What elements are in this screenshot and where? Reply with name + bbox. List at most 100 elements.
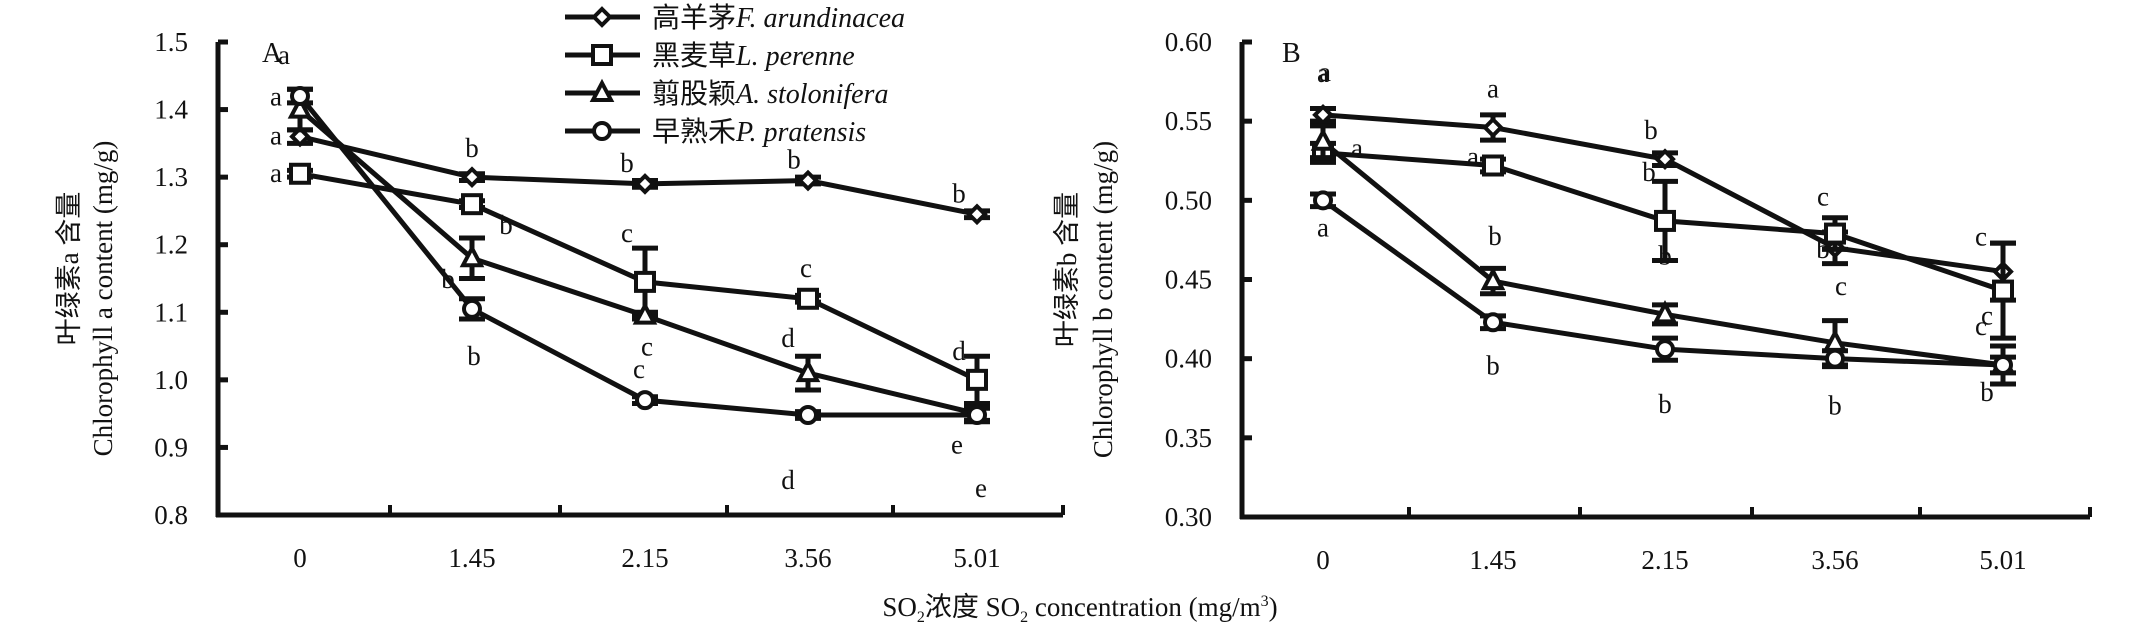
significance-letter: c bbox=[1835, 271, 1847, 301]
data-point-square bbox=[1654, 209, 1676, 232]
data-point-triangle bbox=[459, 243, 485, 268]
significance-letter: a bbox=[1351, 133, 1363, 163]
significance-letter: b bbox=[467, 341, 481, 371]
series-diamond: a b b b b bbox=[270, 121, 990, 226]
data-point-circle bbox=[1483, 312, 1503, 333]
data-point-triangle bbox=[1652, 300, 1678, 324]
significance-letter: d bbox=[952, 336, 966, 366]
data-point-square bbox=[1992, 279, 2014, 302]
x-tick-label: 2.15 bbox=[621, 543, 668, 573]
significance-letter: a bbox=[1319, 57, 1331, 87]
data-point-circle bbox=[1993, 355, 2013, 375]
data-point-diamond bbox=[1654, 148, 1676, 170]
series-circle: a b c d e bbox=[278, 40, 990, 503]
significance-letter: b bbox=[1486, 350, 1500, 380]
y-tick-label: 0.50 bbox=[1165, 185, 1212, 215]
series-circle: a b b b b bbox=[1310, 190, 2016, 421]
y-axis-title-cn: 叶绿素a 含量 bbox=[54, 192, 84, 346]
data-point-circle bbox=[1313, 190, 1333, 211]
panel-b: 0.30 0.35 0.40 0.45 0.50 0.55 0.60 0 1.45 2.15 3.5… bbox=[1052, 27, 2092, 575]
legend-label: 高羊茅F. arundinacea bbox=[652, 2, 905, 34]
significance-letter: c bbox=[1981, 301, 1993, 331]
series-square: ab ccd bbox=[270, 158, 990, 407]
significance-letter: b bbox=[1642, 157, 1656, 187]
significance-letter: a bbox=[1467, 142, 1479, 172]
significance-letter: c bbox=[800, 253, 812, 283]
significance-letter: b bbox=[620, 148, 634, 178]
significance-letter: b bbox=[499, 210, 513, 240]
legend-item: 早熟禾P. pratensis bbox=[565, 116, 866, 148]
y-tick-label: 1.3 bbox=[154, 162, 188, 192]
panel-label: A bbox=[262, 38, 283, 69]
significance-letter: e bbox=[951, 430, 963, 460]
y-tick-label: 1.1 bbox=[154, 297, 188, 327]
significance-letter: b bbox=[1644, 115, 1658, 145]
significance-letter: c bbox=[641, 332, 653, 362]
legend-label-cn: 高羊茅 bbox=[652, 2, 736, 34]
legend-item: 翦股颖A. stolonifera bbox=[565, 78, 888, 110]
data-point-square bbox=[1482, 154, 1504, 177]
significance-letter: b bbox=[465, 133, 479, 163]
data-point-diamond bbox=[289, 125, 311, 148]
significance-letter: c bbox=[633, 354, 645, 384]
legend-item: 高羊茅F. arundinacea bbox=[565, 2, 905, 34]
significance-letter: a bbox=[278, 40, 290, 70]
legend-label-latin: L. perenne bbox=[735, 41, 855, 72]
x-tick-label: 3.56 bbox=[784, 543, 831, 573]
significance-letter: a bbox=[270, 82, 282, 112]
data-point-diamond bbox=[1482, 116, 1504, 139]
significance-letter: e bbox=[975, 473, 987, 503]
legend: 高羊茅F. arundinacea 黑麦草L. perenne 翦股颖A. stol… bbox=[565, 2, 905, 148]
significance-letter: a bbox=[1317, 212, 1329, 242]
y-axis-title-en: Chlorophyll a content (mg/g) bbox=[88, 141, 118, 457]
x-tick-label: 1.45 bbox=[1469, 545, 1516, 575]
data-point-triangle bbox=[632, 301, 658, 325]
data-point-square bbox=[797, 287, 819, 310]
series-triangle: a b c d e bbox=[270, 82, 990, 460]
legend-label-cn: 翦股颖 bbox=[652, 78, 736, 110]
data-point-circle bbox=[1825, 348, 1845, 369]
legend-label: 早熟禾P. pratensis bbox=[652, 116, 866, 148]
data-point-square bbox=[966, 368, 988, 391]
significance-letter: a bbox=[270, 121, 282, 151]
legend-label-latin: P. pratensis bbox=[735, 117, 866, 148]
data-point-circle bbox=[462, 298, 482, 319]
significance-letter: d bbox=[781, 323, 795, 353]
y-tick-label: 1.4 bbox=[154, 95, 188, 125]
y-axis-title-en: Chlorophyll b content (mg/g) bbox=[1088, 141, 1118, 458]
significance-letter: c bbox=[1975, 222, 1987, 252]
x-tick-label: 5.01 bbox=[1979, 545, 2026, 575]
legend-label: 黑麦草L. perenne bbox=[652, 40, 855, 72]
significance-letter: b bbox=[1658, 389, 1672, 419]
x-tick-label: 1.45 bbox=[448, 543, 495, 573]
y-tick-label: 0.40 bbox=[1165, 344, 1212, 374]
y-tick-label: 0.9 bbox=[154, 432, 188, 462]
legend-marker-triangle bbox=[589, 78, 615, 102]
significance-letter: c bbox=[1975, 311, 1987, 341]
data-point-circle bbox=[798, 404, 818, 425]
x-axis-title: SO2浓度 SO2 concentration (mg/m3) bbox=[882, 592, 1277, 626]
data-point-circle bbox=[967, 404, 987, 425]
data-point-square bbox=[1824, 222, 1846, 245]
y-tick-label: 1.2 bbox=[154, 230, 188, 260]
significance-letter: a bbox=[270, 158, 282, 188]
data-point-square bbox=[289, 162, 311, 185]
y-tick-label: 1.5 bbox=[154, 27, 188, 57]
legend-label-cn: 早熟禾 bbox=[652, 116, 736, 148]
data-point-square bbox=[634, 270, 656, 293]
data-point-triangle bbox=[287, 95, 313, 119]
data-point-circle bbox=[1655, 339, 1675, 360]
legend-marker-diamond bbox=[591, 6, 613, 28]
data-point-diamond bbox=[634, 173, 656, 195]
y-tick-label: 0.55 bbox=[1165, 106, 1212, 136]
x-tick-label: 5.01 bbox=[953, 543, 1000, 573]
x-tick-label: 2.15 bbox=[1641, 545, 1688, 575]
y-axis-title-cn: 叶绿素b 含量 bbox=[1052, 192, 1082, 347]
y-tick-label: 0.45 bbox=[1165, 265, 1212, 295]
series-line bbox=[299, 134, 978, 217]
y-tick-label: 0.35 bbox=[1165, 423, 1212, 453]
data-point-square bbox=[461, 193, 483, 216]
data-point-triangle bbox=[795, 358, 821, 383]
significance-letter: c bbox=[621, 218, 633, 248]
data-point-diamond bbox=[966, 203, 988, 226]
